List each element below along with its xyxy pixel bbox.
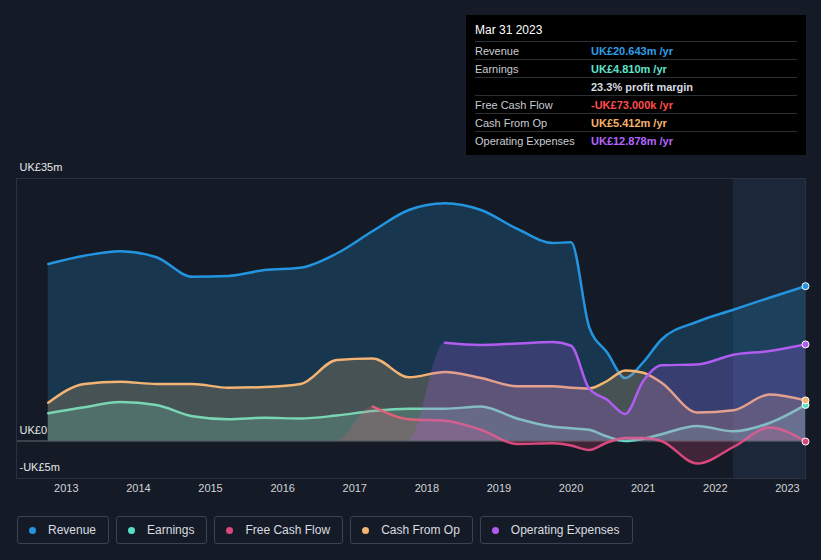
svg-text:2019: 2019 — [487, 482, 511, 494]
html-text:Operating Expenses: Operating Expenses — [475, 135, 575, 147]
svg-text:2016: 2016 — [270, 482, 294, 494]
svg-text:2017: 2017 — [343, 482, 367, 494]
html-text:-UK£73.000k /yr: -UK£73.000k /yr — [591, 99, 673, 111]
svg-text:2015: 2015 — [198, 482, 222, 494]
html-text:Revenue: Revenue — [475, 45, 519, 57]
html-text:23.3% profit margin: 23.3% profit margin — [591, 81, 694, 93]
html-text:UK£20.643m /yr: UK£20.643m /yr — [591, 45, 673, 57]
svg-text:2020: 2020 — [559, 482, 583, 494]
html-text:Earnings: Earnings — [147, 523, 195, 537]
html-text:Revenue: Revenue — [48, 523, 96, 537]
html-text:Free Cash Flow: Free Cash Flow — [475, 99, 553, 111]
svg-text:2018: 2018 — [415, 482, 439, 494]
svg-text:2021: 2021 — [631, 482, 655, 494]
svg-text:UK£0: UK£0 — [20, 424, 48, 436]
html-text:Mar 31 2023: Mar 31 2023 — [475, 23, 543, 37]
html-text:UK£12.878m /yr: UK£12.878m /yr — [591, 135, 673, 147]
html-text:Cash From Op: Cash From Op — [475, 117, 548, 129]
svg-text:2022: 2022 — [703, 482, 727, 494]
html-text:Free Cash Flow: Free Cash Flow — [245, 523, 331, 537]
svg-text:-UK£5m: -UK£5m — [20, 461, 60, 473]
html-text:Earnings: Earnings — [475, 63, 519, 75]
svg-text:2013: 2013 — [54, 482, 78, 494]
svg-text:UK£35m: UK£35m — [20, 161, 63, 173]
html-text:UK£5.412m /yr: UK£5.412m /yr — [591, 117, 667, 129]
svg-text:2014: 2014 — [126, 482, 150, 494]
html-text:UK£4.810m /yr: UK£4.810m /yr — [591, 63, 667, 75]
html-text:Operating Expenses: Operating Expenses — [510, 523, 620, 537]
svg-text:2023: 2023 — [775, 482, 799, 494]
html-text:Cash From Op: Cash From Op — [381, 523, 460, 537]
